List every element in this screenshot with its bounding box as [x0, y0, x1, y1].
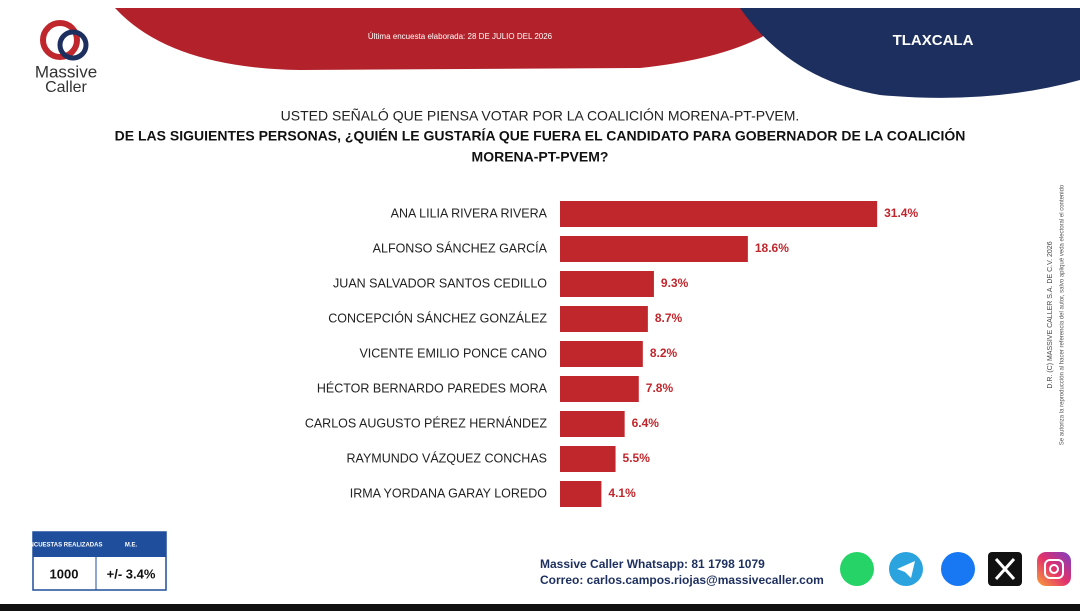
logo-text: Caller — [45, 79, 87, 96]
bar — [560, 341, 643, 367]
category-label: HÉCTOR BERNARDO PAREDES MORA — [317, 380, 548, 395]
value-label: 6.4% — [632, 416, 660, 430]
category-label: RAYMUNDO VÁZQUEZ CONCHAS — [347, 450, 547, 465]
stats-header: M.E. — [125, 543, 138, 549]
value-label: 4.1% — [608, 486, 636, 500]
bar — [560, 376, 639, 402]
value-label: 8.7% — [655, 311, 683, 325]
bar — [560, 481, 602, 507]
value-label: 9.3% — [661, 276, 689, 290]
category-label: ANA LILIA RIVERA RIVERA — [391, 206, 548, 220]
whatsapp-icon[interactable] — [840, 552, 874, 586]
region: TLAXCALA — [893, 32, 974, 49]
copyright: D.R. (C) MASSIVE CALLER S.A. DE C.V. 202… — [1047, 241, 1054, 388]
bar — [560, 411, 625, 437]
value-label: 18.6% — [755, 241, 789, 255]
logo-text: Massive — [35, 62, 97, 81]
bar — [560, 446, 616, 472]
logo-icon — [40, 20, 89, 61]
question: MORENA-PT-PVEM? — [472, 149, 609, 165]
bar — [560, 306, 648, 332]
header-red-band — [115, 8, 800, 70]
category-label: ALFONSO SÁNCHEZ GARCÍA — [373, 240, 548, 255]
category-label: VICENTE EMILIO PONCE CANO — [359, 346, 547, 360]
header-navy-band — [740, 8, 1080, 98]
stats-value: +/- 3.4% — [107, 566, 156, 581]
question: DE LAS SIGUIENTES PERSONAS, ¿QUIÉN LE GU… — [115, 127, 966, 144]
survey-date: Última encuesta elaborada: 28 DE JULIO D… — [368, 32, 553, 41]
stats-value: 1000 — [50, 566, 79, 581]
category-label: IRMA YORDANA GARAY LOREDO — [350, 486, 548, 500]
value-label: 31.4% — [884, 206, 918, 220]
question: USTED SEÑALÓ QUE PIENSA VOTAR POR LA COA… — [281, 108, 800, 124]
bar-chart: ANA LILIA RIVERA RIVERA 31.4% ALFONSO SÁNC… — [305, 201, 918, 507]
contact: Massive Caller Whatsapp: 81 1798 1079 — [540, 557, 765, 571]
bar — [560, 271, 654, 297]
bottom-border — [0, 604, 1080, 611]
category-label: CONCEPCIÓN SÁNCHEZ GONZÁLEZ — [328, 310, 547, 325]
category-label: JUAN SALVADOR SANTOS CEDILLO — [333, 276, 547, 290]
value-label: 8.2% — [650, 346, 678, 360]
contact: Correo: carlos.campos.riojas@massivecall… — [540, 573, 824, 587]
category-label: CARLOS AUGUSTO PÉREZ HERNÁNDEZ — [305, 415, 548, 430]
value-label: 5.5% — [623, 451, 651, 465]
value-label: 7.8% — [646, 381, 674, 395]
bar — [560, 236, 748, 262]
stats-box — [32, 531, 167, 591]
stats-header: ENCUESTAS REALIZADAS — [26, 543, 103, 549]
bar — [560, 201, 878, 227]
facebook-icon[interactable] — [941, 552, 975, 586]
instagram-icon[interactable] — [1037, 552, 1071, 586]
copyright: Se autoriza la reproducción al hacer ref… — [1060, 184, 1066, 445]
social-icons — [840, 552, 1071, 586]
